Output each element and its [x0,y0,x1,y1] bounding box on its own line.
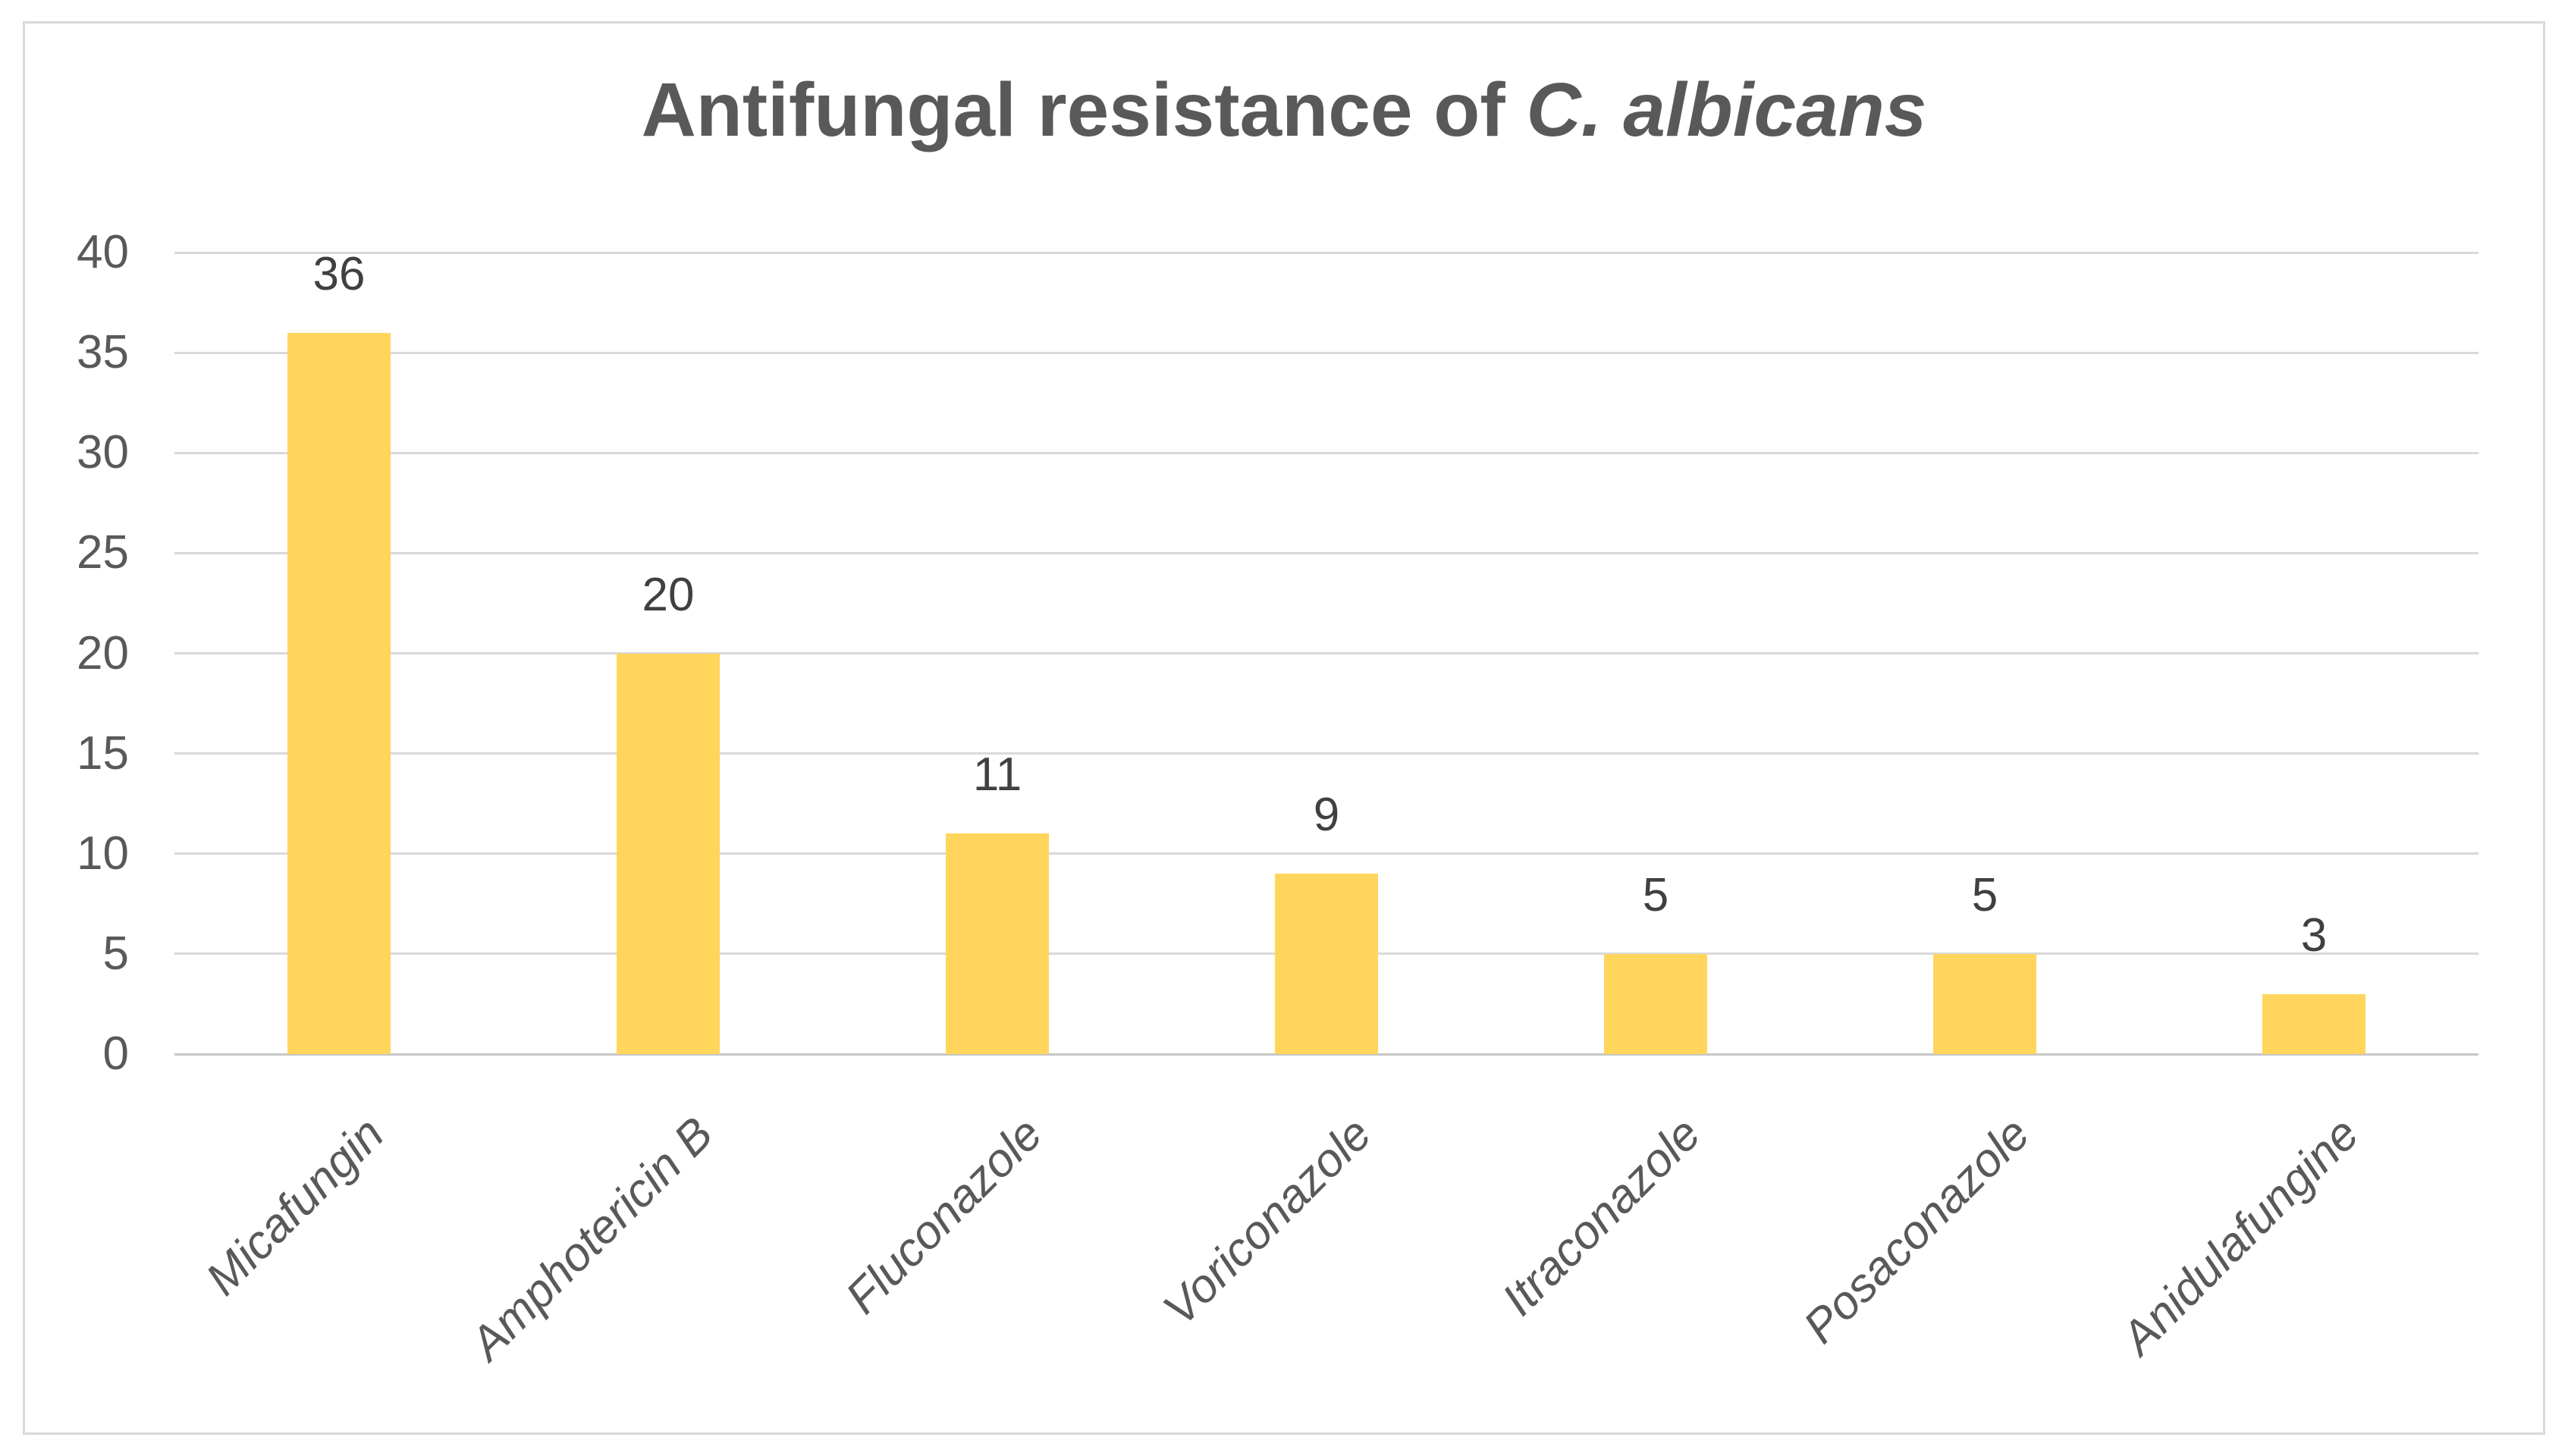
gridline-y-25 [174,551,2479,554]
bar-value-label-itraconazole: 5 [1642,868,1669,921]
y-axis-tick-label-40: 40 [77,226,129,278]
bar-value-label-micafungin: 36 [312,247,366,300]
gridline-y-30 [174,451,2479,454]
bar-posaconazole [1933,953,2036,1054]
chart-border-frame [23,21,2545,1435]
bar-value-label-amphotericin-b: 20 [642,568,695,621]
bar-value-label-anidulafungine: 3 [2300,908,2328,962]
x-axis-line [174,1053,2479,1056]
bar-anidulafungine [2262,993,2366,1054]
bar-value-label-fluconazole: 11 [972,748,1022,802]
y-axis-tick-label-10: 10 [77,827,129,880]
y-axis-tick-label-0: 0 [102,1028,129,1080]
bar-voriconazole [1275,874,1378,1054]
gridline-y-10 [174,852,2479,855]
bar-amphotericin-b [617,653,720,1054]
y-axis-tick-label-15: 15 [77,726,129,780]
gridline-y-15 [174,752,2479,755]
chart-title-species: C. albicans [1526,67,1927,152]
bar-micafungin [287,332,391,1054]
y-axis-tick-label-5: 5 [102,927,129,980]
y-axis-tick-label-20: 20 [77,626,129,679]
gridline-y-20 [174,652,2479,654]
gridline-y-40 [174,251,2479,254]
y-axis-tick-label-35: 35 [77,326,129,379]
chart-title: Antifungal resistance of C. albicans [0,67,2568,154]
x-axis-category-label-micafungin: Micafungin [196,1107,394,1306]
y-axis-tick-label-25: 25 [77,526,129,579]
bar-itraconazole [1604,953,1707,1054]
bar-fluconazole [946,833,1049,1054]
gridline-y-35 [174,351,2479,354]
chart-title-prefix: Antifungal resistance of [641,67,1527,152]
bar-value-label-posaconazole: 5 [1971,868,1998,921]
bar-value-label-voriconazole: 9 [1313,789,1340,842]
y-axis-tick-label-30: 30 [77,426,129,479]
